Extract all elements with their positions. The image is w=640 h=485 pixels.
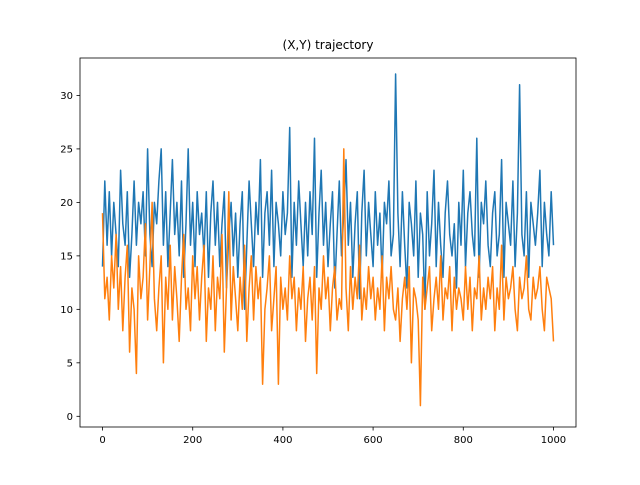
y-tick-label: 15	[60, 251, 73, 262]
chart-title: (X,Y) trajectory	[283, 38, 374, 52]
y-axis: 0 5 10 15 20 25 30	[60, 91, 80, 423]
x-tick-label: 400	[273, 435, 292, 446]
x-tick-label: 1000	[541, 435, 566, 446]
y-tick-label: 10	[60, 305, 73, 316]
x-tick-label: 600	[364, 435, 383, 446]
y-tick-label: 25	[60, 144, 73, 155]
x-tick-label: 200	[183, 435, 202, 446]
x-axis: 0 200 400 600 800 1000	[99, 427, 566, 446]
y-tick-label: 30	[60, 91, 73, 102]
x-tick-label: 800	[454, 435, 473, 446]
series-line-1	[101, 73, 555, 311]
y-tick-label: 0	[67, 412, 73, 423]
series-line-2	[101, 148, 555, 407]
x-tick-label: 0	[99, 435, 105, 446]
y-tick-label: 20	[60, 198, 73, 209]
plot-lines	[101, 73, 555, 407]
axes-frame	[79, 57, 577, 428]
y-tick-label: 5	[67, 358, 73, 369]
